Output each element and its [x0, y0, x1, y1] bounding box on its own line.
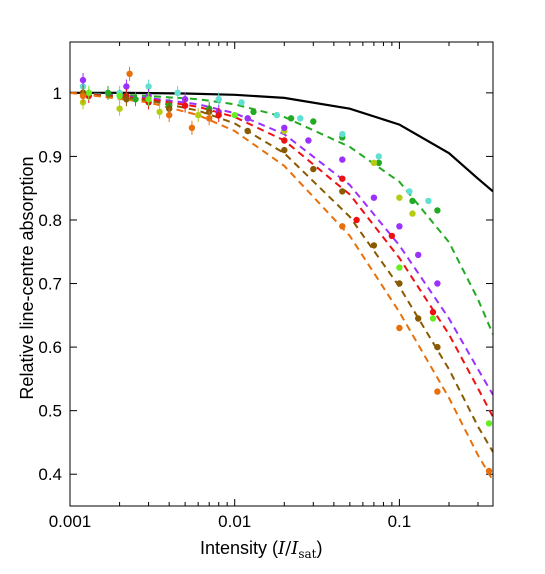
data-point-series-3 — [396, 223, 403, 230]
data-point-series-1 — [297, 115, 304, 122]
y-tick-label: 0.9 — [38, 147, 62, 166]
data-point-series-1 — [238, 99, 245, 106]
y-axis-label: Relative line-centre absorption — [17, 156, 37, 399]
x-axis-label-sat-symbol: I — [290, 538, 299, 559]
data-point-series-1 — [339, 131, 346, 138]
y-tick-label: 0.4 — [38, 465, 62, 484]
data-point-series-0 — [409, 197, 416, 205]
data-point-series-0 — [310, 118, 317, 125]
data-point-series-4 — [388, 232, 396, 240]
data-point-series-6 — [281, 146, 288, 154]
x-axis-label-suffix: ) — [317, 538, 323, 558]
data-point-series-5 — [231, 111, 238, 119]
data-point-series-2 — [116, 105, 123, 112]
x-tick-label: 0.01 — [218, 512, 251, 531]
data-point-series-5 — [85, 89, 93, 97]
data-point-series-7 — [434, 388, 441, 395]
data-point-series-1 — [375, 153, 382, 160]
data-point-series-1 — [406, 188, 413, 195]
data-point-series-0 — [104, 89, 112, 97]
fit-line-7 — [70, 91, 493, 482]
axis-ticks — [69, 42, 493, 506]
data-point-series-1 — [215, 96, 222, 103]
data-point-series-2 — [396, 194, 403, 201]
y-tick-label: 0.6 — [38, 338, 62, 357]
x-tick-label: 0.1 — [388, 512, 412, 531]
data-point-series-6 — [434, 343, 441, 351]
data-point-series-1 — [425, 197, 432, 205]
data-point-series-3 — [415, 251, 422, 259]
data-point-series-0 — [375, 159, 382, 166]
data-point-series-4 — [181, 102, 189, 109]
data-point-series-3 — [244, 115, 251, 122]
data-point-series-1 — [174, 89, 181, 97]
data-point-series-6 — [123, 96, 130, 103]
x-axis-label-subscript: sat — [298, 547, 316, 561]
data-point-series-7 — [126, 70, 133, 78]
data-point-series-1 — [145, 83, 152, 90]
data-layer — [70, 66, 493, 482]
data-point-series-7 — [188, 124, 196, 131]
data-point-series-6 — [415, 315, 422, 322]
data-point-series-2 — [195, 111, 202, 119]
data-point-series-4 — [281, 137, 288, 144]
data-point-series-2 — [156, 108, 163, 116]
data-point-series-2 — [370, 159, 378, 166]
data-point-series-6 — [396, 280, 403, 287]
data-point-series-7 — [339, 223, 346, 230]
data-point-series-7 — [396, 324, 403, 332]
fit-line-0 — [70, 91, 493, 335]
x-tick-label: 0.001 — [49, 512, 92, 531]
data-point-series-5 — [396, 264, 403, 271]
data-point-series-3 — [339, 156, 346, 163]
data-point-series-0 — [250, 108, 257, 116]
data-point-series-5 — [485, 420, 493, 427]
x-axis-label-slash: / — [285, 538, 292, 559]
data-point-series-0 — [287, 115, 295, 122]
data-point-series-0 — [132, 96, 139, 103]
x-axis-label-intensity-symbol: I — [277, 538, 286, 559]
data-point-series-6 — [310, 165, 317, 173]
data-point-series-4 — [215, 111, 222, 119]
data-point-series-2 — [409, 210, 416, 217]
data-point-series-3 — [370, 194, 378, 201]
y-tick-label: 0.5 — [38, 402, 62, 421]
data-point-series-5 — [116, 92, 123, 100]
data-point-series-5 — [145, 96, 152, 103]
data-point-series-1 — [273, 111, 280, 119]
data-point-series-4 — [353, 216, 360, 224]
fit-line-3 — [70, 91, 493, 396]
axis-tick-labels: 0.001 0.01 0.1 0.4 0.5 0.6 0.7 0.8 0.9 1 — [38, 84, 411, 531]
data-point-series-4 — [339, 175, 346, 182]
data-point-series-3 — [281, 124, 288, 131]
y-tick-label: 0.7 — [38, 275, 62, 294]
data-point-series-3 — [305, 137, 312, 144]
data-point-series-0 — [434, 207, 441, 214]
data-point-series-7 — [166, 111, 173, 119]
data-point-series-3 — [123, 83, 130, 90]
plot-background — [70, 42, 493, 506]
data-point-series-7 — [485, 467, 493, 475]
data-point-series-3 — [434, 280, 441, 287]
data-point-series-7 — [206, 115, 213, 122]
y-tick-label: 0.8 — [38, 211, 62, 230]
data-point-series-4 — [429, 308, 437, 316]
x-axis-label: Intensity (I/Isat) — [200, 538, 323, 561]
fit-line-4 — [70, 91, 493, 418]
data-point-series-6 — [339, 188, 346, 195]
y-tick-label: 1 — [53, 84, 62, 103]
reference-curve — [70, 91, 493, 193]
data-point-series-3 — [79, 76, 87, 84]
data-point-series-6 — [370, 242, 378, 249]
plot-frame — [69, 41, 494, 507]
data-point-series-5 — [429, 315, 437, 322]
data-point-series-6 — [244, 127, 251, 135]
data-point-series-7 — [79, 92, 87, 100]
fit-line-6 — [70, 91, 493, 453]
x-axis-label-prefix: Intensity ( — [200, 538, 278, 558]
